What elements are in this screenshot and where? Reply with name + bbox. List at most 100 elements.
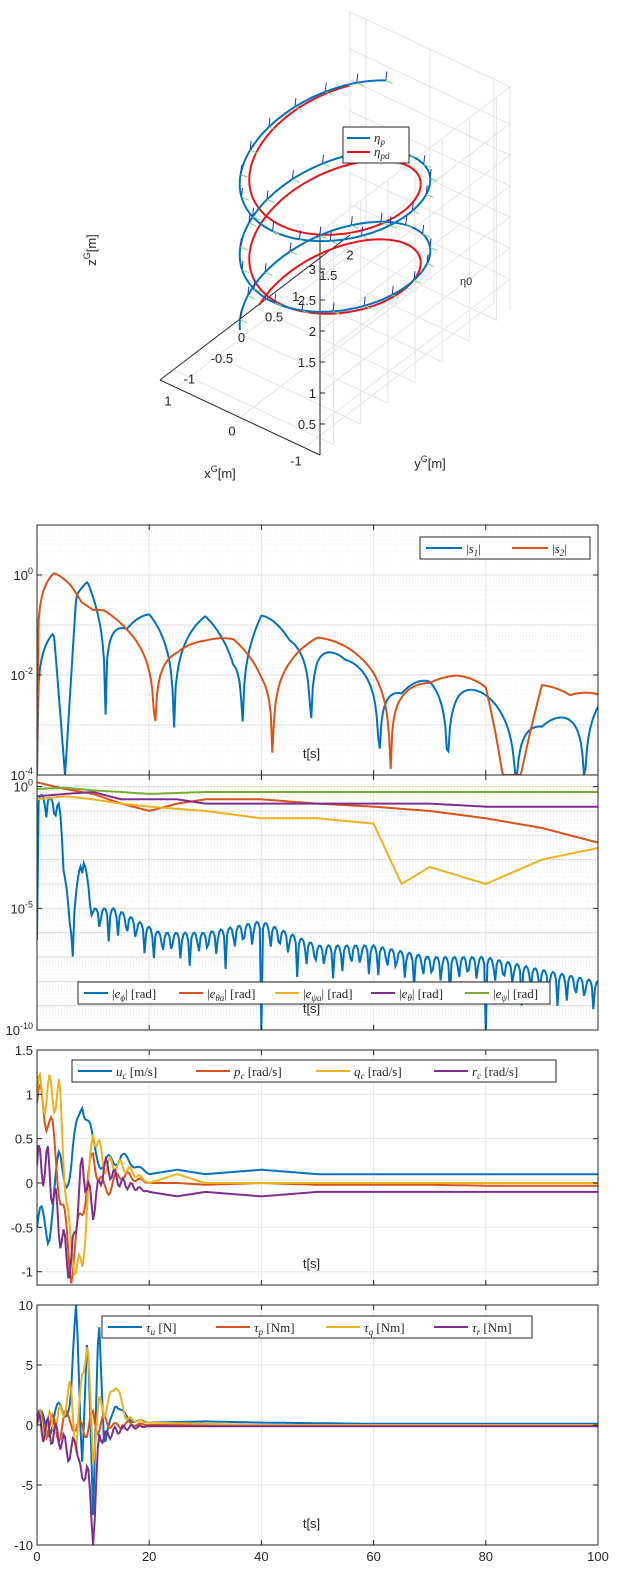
series-line-1 [37, 1105, 598, 1247]
grid-line-x [303, 79, 495, 448]
x-axis-line [159, 379, 321, 456]
z-tick-label: 3 [309, 262, 316, 277]
frame-marker-y [299, 238, 307, 243]
frame-marker-y [241, 269, 250, 274]
y-tick-label: -1 [21, 1265, 33, 1280]
frame-marker-z [249, 141, 252, 151]
frame-marker-y [429, 177, 438, 182]
frame-marker-z [266, 190, 269, 200]
y-tick-label: 0.5 [265, 310, 283, 325]
frame-marker-y [268, 126, 277, 131]
x-tick-label: -1 [290, 454, 302, 469]
frame-marker-z [289, 242, 292, 252]
y-tick-label: 1 [26, 1087, 33, 1102]
series-group [37, 1071, 598, 1284]
legend-label-5: |eψ| [rad] [493, 986, 538, 1003]
legend-label-1: ηp [374, 130, 385, 147]
x-tick-label: 1 [164, 394, 171, 409]
y-tick-label: 1.5 [319, 268, 337, 283]
grid-line-y [254, 159, 416, 384]
start-annotation: η0 [460, 276, 472, 288]
y-tick-label: -5 [21, 1478, 33, 1493]
frame-marker-z [389, 216, 392, 226]
frame-marker-z [253, 279, 256, 289]
attitude-error-log-plot: 100 10-5 10-10 t[s] |eϕ| [rad] |eθa| [rad] |eψ… [6, 774, 599, 1038]
frame-marker-z [350, 216, 353, 226]
x-tick-label: 100 [587, 1549, 609, 1564]
legend-label-2: ηpd [374, 144, 390, 161]
legend-label-1: |eϕ| [rad] [112, 986, 156, 1003]
z-tick-label: 2.5 [298, 293, 316, 308]
frame-marker-z [299, 230, 301, 240]
frame-marker-z [268, 117, 271, 128]
legend-box [101, 1315, 533, 1339]
frame-marker-z [405, 215, 408, 225]
frame-marker-y [301, 309, 310, 314]
frame-marker-z [426, 254, 429, 264]
x-tick-label: 40 [254, 1549, 268, 1564]
frame-marker-y [423, 163, 431, 168]
frame-marker-y [319, 234, 328, 239]
series-group [37, 572, 598, 775]
legend-box [419, 536, 591, 560]
y-tick-label: 0 [26, 1418, 33, 1433]
frame-marker-y [248, 222, 257, 227]
frame-marker-z [240, 165, 243, 175]
y-tick-label: -10 [14, 1538, 33, 1553]
frame-marker-y [239, 319, 248, 324]
series-line-2 [37, 572, 598, 775]
legend-label-4: τr [Nm] [472, 1320, 512, 1337]
frame-marker-y [389, 224, 398, 229]
series-line-2 [37, 1083, 598, 1284]
legend: |s1| |s2| [419, 536, 591, 560]
frame-marker-y [356, 82, 364, 87]
frame-marker-z [294, 97, 297, 107]
legend: |eϕ| [rad] |eθa| [rad] |eψa| [rad] |eθ| [ra… [77, 981, 551, 1005]
frame-marker-z [322, 154, 325, 164]
frame-marker-z [274, 293, 277, 303]
legend-label-1: |s1| [466, 541, 481, 558]
legend-label-4: |eθ| [rad] [399, 986, 443, 1003]
legend-box [77, 981, 551, 1005]
series-group [37, 781, 598, 1030]
frame-marker-z [425, 185, 428, 195]
frame-marker-z [422, 224, 425, 235]
frame-marker-z [332, 302, 335, 312]
y-tick-label: 1 [292, 289, 299, 304]
y-tick-label: 10-2 [11, 666, 33, 683]
y-tick-label: 0.5 [15, 1132, 33, 1147]
frame-marker-y [289, 251, 298, 256]
series-line-3 [37, 1347, 598, 1465]
x-tick-label: 0 [33, 1549, 40, 1564]
z-tick-label: 1 [309, 386, 316, 401]
series-line-3 [37, 1071, 598, 1277]
legend-label-2: |s2| [552, 541, 567, 558]
x-tick-label: 60 [366, 1549, 380, 1564]
frame-marker-y [391, 294, 400, 299]
legend-box [71, 1059, 557, 1083]
series-line-1 [238, 79, 432, 331]
legend-label-4: rc [rad/s] [472, 1064, 518, 1081]
grid-line-z [319, 79, 511, 301]
frame-marker-y [253, 288, 262, 293]
legend-box [342, 126, 410, 164]
grid-line-y [200, 200, 362, 425]
grid-line-y [309, 117, 470, 342]
y-tick-label: 2 [346, 247, 353, 262]
y-tick-label: 10-10 [6, 1021, 33, 1038]
frame-marker-z [248, 213, 251, 223]
z-tick-label: 0.5 [298, 417, 316, 432]
frame-marker-y [322, 163, 330, 168]
frame-marker-z [363, 296, 366, 306]
helix-3d-plot: -1 0 1 -1 -0.5 0 0.5 1 1.5 2 0.5 1 1.5 2 2.5 3 xG[m] yG[m… [82, 11, 511, 481]
frame-marker-y [412, 210, 420, 215]
axes-box [36, 524, 599, 776]
y-tick-label: -1 [184, 372, 196, 387]
grid-line-z [319, 172, 511, 394]
legend: uc [m/s] pc [rad/s] qc [rad/s] rc [rad/s] [71, 1059, 557, 1083]
frame-marker-z [411, 201, 414, 211]
frame-marker-z [301, 301, 304, 311]
legend-label-2: |eθa| [rad] [207, 986, 255, 1003]
grid-line-y [173, 221, 335, 446]
